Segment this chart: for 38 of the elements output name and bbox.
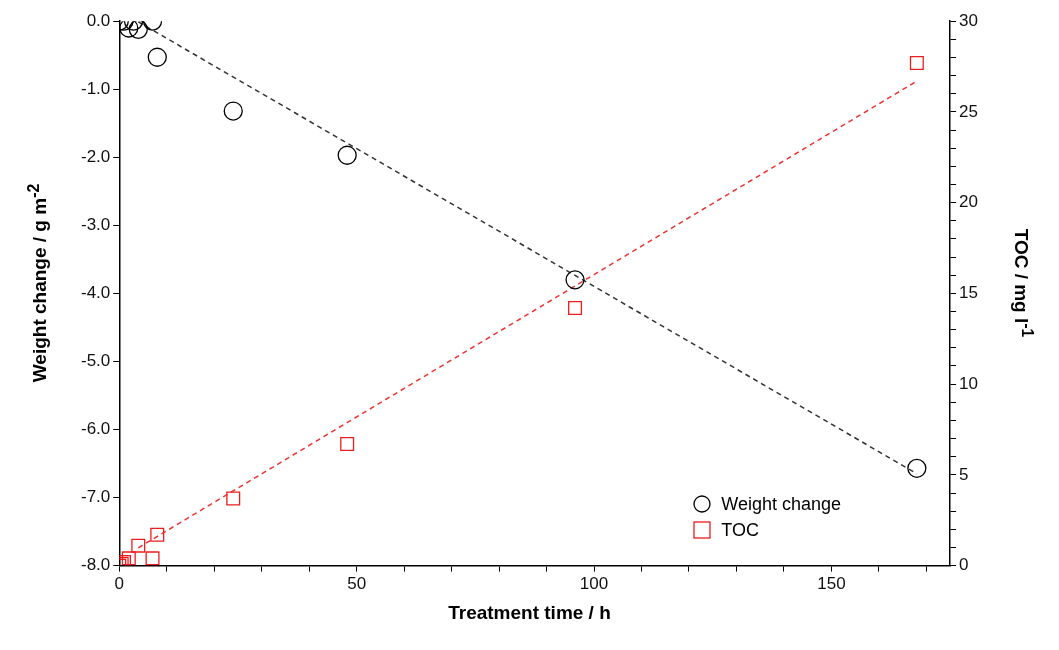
y-tick-label: -6.0	[81, 419, 111, 439]
point	[119, 21, 139, 38]
point	[150, 527, 165, 542]
point	[121, 551, 136, 566]
y-tick-label: -7.0	[81, 487, 111, 507]
y-tick-label: -8.0	[81, 555, 111, 575]
y2-tick-label: 0	[959, 555, 969, 575]
y2-tick-label: 10	[959, 373, 979, 393]
point	[565, 270, 585, 290]
x-tick-label: 150	[817, 574, 846, 594]
point	[340, 437, 355, 452]
point	[131, 538, 146, 553]
legend-label: TOC	[721, 519, 759, 542]
y-tick-label: -2.0	[81, 146, 111, 166]
y-tick-label: -5.0	[81, 351, 111, 371]
x-tick-label: 100	[579, 574, 609, 594]
point	[909, 55, 924, 70]
y-tick-label: -4.0	[81, 283, 111, 303]
point	[128, 21, 148, 40]
point	[337, 145, 357, 165]
legend-label: Weight change	[721, 493, 841, 516]
y-tick-label: 0.0	[86, 10, 111, 30]
x-tick-label: 0	[114, 574, 125, 594]
point	[226, 491, 241, 506]
y-tick-label: -3.0	[81, 215, 111, 235]
y2-tick-label: 20	[959, 192, 979, 212]
x-axis-title: Treatment time / h	[447, 602, 612, 624]
point	[147, 47, 167, 67]
y2-tick-label: 25	[959, 101, 979, 121]
y2-tick-label: 30	[959, 10, 979, 30]
point	[568, 300, 583, 315]
y2-tick-label: 15	[959, 283, 979, 303]
point	[223, 101, 243, 121]
point	[145, 551, 160, 566]
y2-tick-label: 5	[959, 464, 969, 484]
point	[907, 458, 927, 478]
y-tick-label: -1.0	[81, 78, 111, 98]
x-tick-label: 50	[347, 574, 367, 594]
